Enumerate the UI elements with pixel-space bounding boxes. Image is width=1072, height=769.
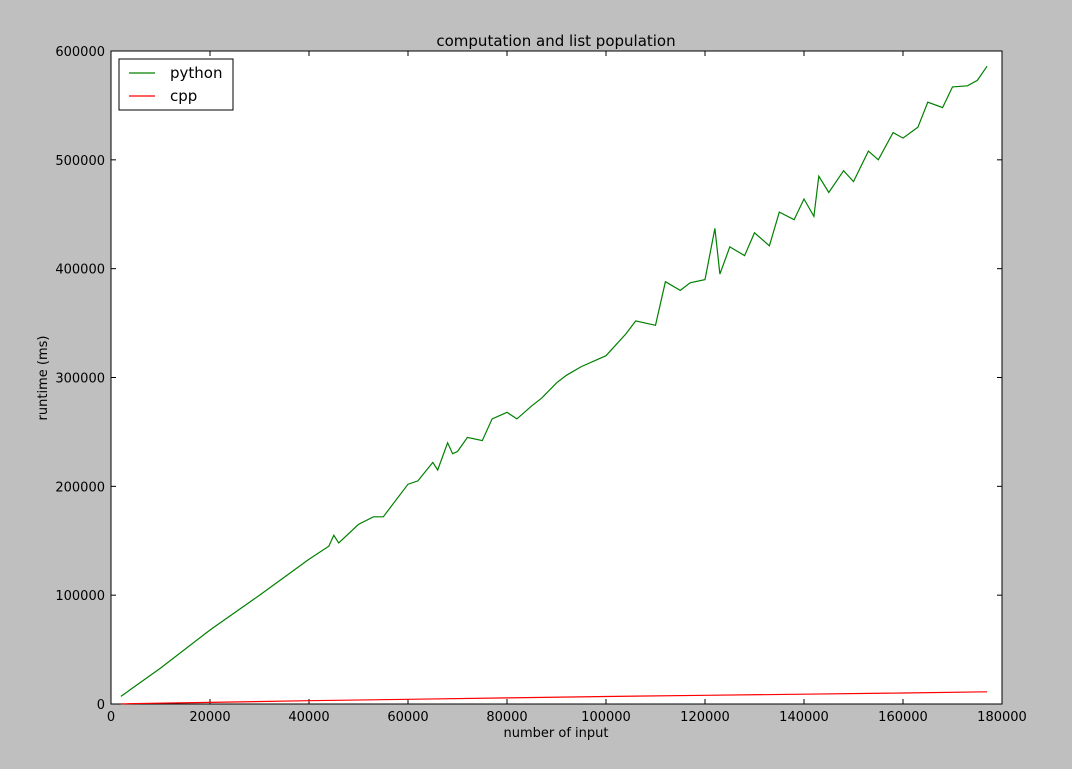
x-tick-label: 20000 [189, 710, 230, 725]
x-tick-label: 0 [107, 710, 115, 725]
x-tick-label: 160000 [878, 710, 928, 725]
y-axis: 0 100000 200000 300000 400000 500000 600000 [55, 45, 1002, 713]
x-tick-label: 140000 [779, 710, 829, 725]
series-layer [120, 65, 988, 705]
legend-label-python: python [170, 64, 222, 82]
series-line-cpp [120, 691, 988, 705]
y-tick-label: 100000 [55, 589, 105, 604]
y-tick-label: 300000 [55, 372, 105, 387]
x-tick-label: 80000 [486, 710, 527, 725]
x-axis-title: number of input [504, 726, 609, 741]
legend-box [118, 58, 234, 111]
legend: python cpp [118, 58, 234, 111]
x-tick-label: 40000 [288, 710, 329, 725]
x-tick-label: 100000 [581, 710, 631, 725]
x-axis: 0 20000 40000 60000 80000 100000 120000 140000 1… [107, 51, 1027, 725]
y-tick-label: 600000 [55, 45, 105, 60]
x-tick-label: 60000 [387, 710, 428, 725]
y-tick-label: 500000 [55, 154, 105, 169]
legend-label-cpp: cpp [170, 87, 197, 105]
y-tick-label: 200000 [55, 480, 105, 495]
chart-title: computation and list population [436, 32, 675, 50]
x-tick-label: 180000 [977, 710, 1027, 725]
series-line-python [120, 65, 988, 697]
x-tick-label: 120000 [680, 710, 730, 725]
y-tick-label: 0 [97, 698, 105, 713]
y-tick-label: 400000 [55, 263, 105, 278]
y-axis-title: runtime (ms) [36, 336, 51, 421]
